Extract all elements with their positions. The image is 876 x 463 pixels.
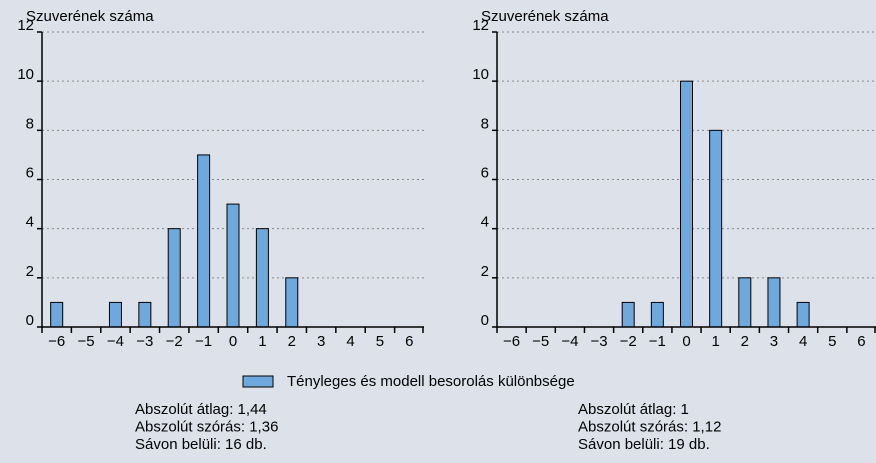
x-tick-label: −4: [561, 333, 578, 350]
x-tick-label: 2: [288, 333, 296, 350]
bar: [650, 301, 664, 328]
x-tick-label: 5: [376, 333, 384, 350]
y-tick-label: 8: [481, 115, 489, 132]
x-tick-label: 3: [770, 333, 778, 350]
stat-text: Abszolút szórás: 1,36: [135, 418, 278, 435]
x-tick-label: −6: [48, 333, 65, 350]
x-tick-label: −3: [590, 333, 607, 350]
legend-swatch: [242, 375, 274, 388]
x-tick-label: 4: [799, 333, 807, 350]
y-tick-label: 10: [17, 66, 34, 83]
x-tick-label: −4: [107, 333, 124, 350]
bar: [621, 301, 635, 328]
bar: [50, 301, 64, 328]
y-tick-label: 2: [26, 263, 34, 280]
x-tick-label: −6: [503, 333, 520, 350]
x-tick-label: −5: [532, 333, 549, 350]
x-tick-label: 0: [229, 333, 237, 350]
x-tick-label: 1: [711, 333, 719, 350]
x-tick-label: 0: [682, 333, 690, 350]
x-tick-label: 5: [828, 333, 836, 350]
bar: [767, 277, 781, 328]
bar: [709, 129, 723, 328]
bar: [680, 80, 693, 328]
x-tick-label: 3: [317, 333, 325, 350]
y-tick-label: 10: [472, 66, 489, 83]
x-tick-label: 2: [741, 333, 749, 350]
bar: [796, 301, 810, 328]
bar: [226, 203, 240, 328]
x-tick-label: −1: [649, 333, 666, 350]
y-tick-label: 0: [481, 312, 489, 329]
bar: [285, 277, 299, 328]
x-tick-label: −2: [620, 333, 637, 350]
x-tick-label: 1: [258, 333, 266, 350]
legend-label: Tényleges és modell besorolás különbsége: [287, 373, 575, 390]
bar: [138, 301, 152, 328]
bar: [167, 228, 181, 328]
stat-text: Sávon belüli: 16 db.: [135, 436, 267, 453]
x-tick-label: −5: [78, 333, 95, 350]
y-tick-label: 0: [26, 312, 34, 329]
y-tick-label: 12: [17, 17, 34, 34]
x-tick-label: 6: [405, 333, 413, 350]
bar: [197, 154, 211, 328]
bar: [255, 228, 269, 328]
x-tick-label: 6: [857, 333, 865, 350]
x-tick-label: 4: [346, 333, 354, 350]
y-axis-label: Szuverének száma: [26, 8, 154, 25]
y-tick-label: 4: [26, 214, 34, 231]
y-tick-label: 8: [26, 115, 34, 132]
stat-text: Sávon belüli: 19 db.: [578, 436, 710, 453]
x-tick-label: −3: [136, 333, 153, 350]
y-tick-label: 2: [481, 263, 489, 280]
y-tick-label: 4: [481, 214, 489, 231]
x-tick-label: −1: [195, 333, 212, 350]
y-tick-label: 6: [26, 164, 34, 181]
stat-text: Abszolút átlag: 1: [578, 401, 689, 418]
stat-text: Abszolút átlag: 1,44: [135, 401, 267, 418]
stat-text: Abszolút szórás: 1,12: [578, 418, 721, 435]
y-axis-label: Szuverének száma: [481, 8, 609, 25]
y-tick-label: 6: [481, 164, 489, 181]
x-tick-label: −2: [166, 333, 183, 350]
bar: [738, 277, 752, 328]
bar: [108, 301, 122, 328]
y-tick-label: 12: [472, 17, 489, 34]
